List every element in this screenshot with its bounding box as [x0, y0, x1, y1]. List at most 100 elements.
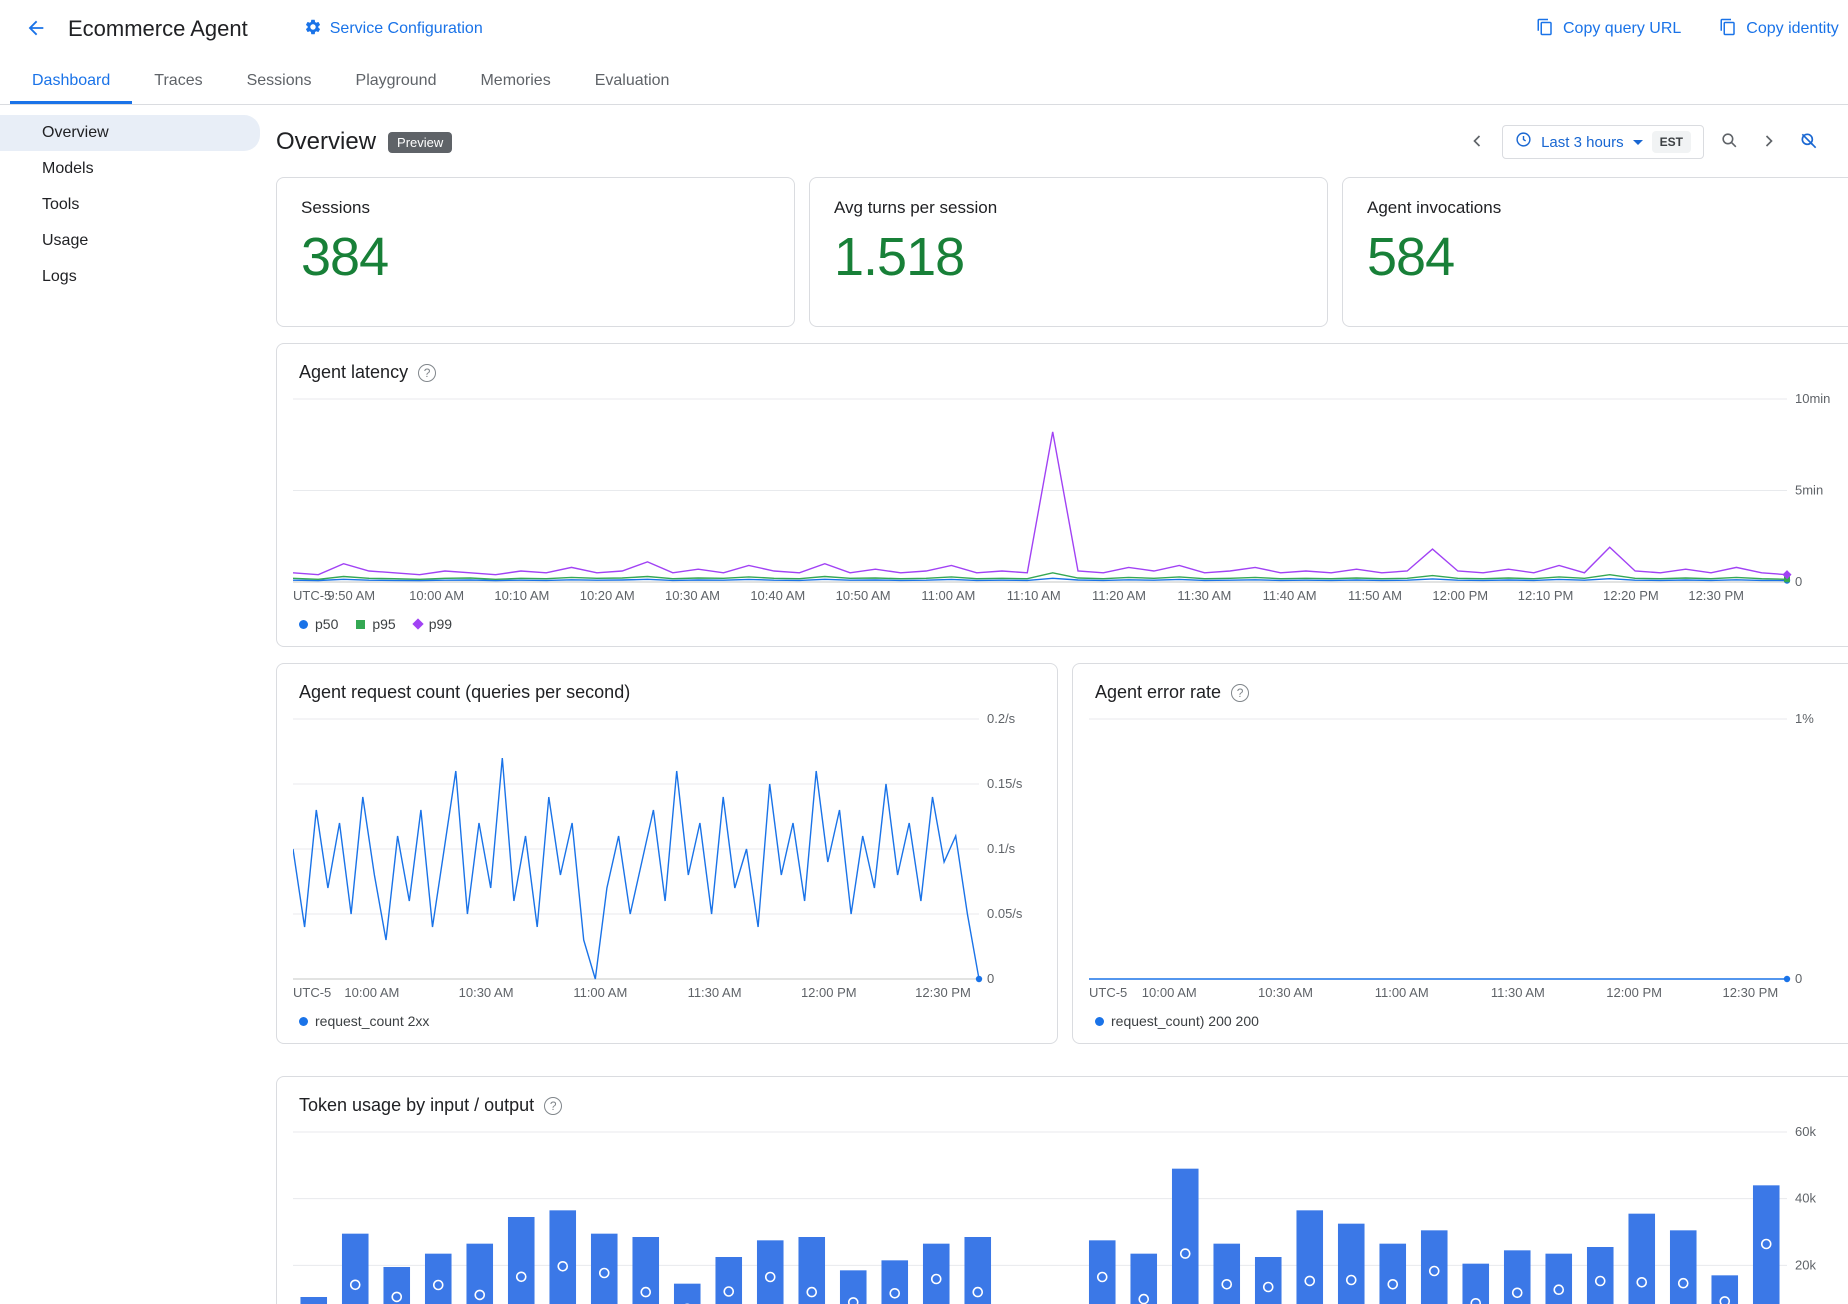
legend-square-swatch	[356, 619, 366, 629]
error-rate-plot: 1% 0 UTC-5 10:00 AM 10:30 AM 11:00 AM 11:30 AM…	[1089, 713, 1848, 1005]
legend-item[interactable]: request_count 2xx	[299, 1013, 429, 1029]
time-range-selector[interactable]: Last 3 hours EST	[1502, 125, 1704, 159]
svg-text:20k: 20k	[1795, 1257, 1816, 1272]
svg-text:0.15/s: 0.15/s	[987, 776, 1023, 791]
chevron-down-icon	[1632, 139, 1643, 145]
copy-query-url-button[interactable]: Copy query URL	[1536, 18, 1681, 41]
svg-text:11:30 AM: 11:30 AM	[688, 985, 742, 1000]
sidebar-item-models[interactable]: Models	[0, 151, 260, 187]
tab-bar: Dashboard Traces Sessions Playground Mem…	[0, 58, 1848, 105]
clock-icon	[1515, 131, 1532, 153]
zoom-reset-button[interactable]	[1794, 127, 1824, 157]
legend-label: p99	[428, 616, 453, 632]
tab-playground[interactable]: Playground	[334, 58, 459, 104]
svg-text:12:30 PM: 12:30 PM	[1723, 985, 1779, 1000]
sidebar-item-logs[interactable]: Logs	[0, 259, 260, 295]
legend-item[interactable]: request_count) 200 200	[1095, 1013, 1259, 1029]
svg-text:10:10 AM: 10:10 AM	[494, 588, 549, 603]
svg-text:10:00 AM: 10:00 AM	[409, 588, 464, 603]
chart-title-latency: Agent latency	[299, 362, 409, 382]
svg-text:10:30 AM: 10:30 AM	[665, 588, 720, 603]
help-icon[interactable]: ?	[544, 1096, 563, 1115]
svg-text:11:00 AM: 11:00 AM	[921, 588, 975, 603]
svg-text:1%: 1%	[1795, 713, 1814, 726]
tab-dashboard[interactable]: Dashboard	[10, 58, 133, 104]
legend-item[interactable]: p50	[299, 616, 338, 632]
svg-text:40k: 40k	[1795, 1191, 1816, 1206]
svg-text:12:30 PM: 12:30 PM	[915, 985, 971, 1000]
zoom-off-icon	[1799, 131, 1819, 154]
chart-title-error-rate: Agent error rate	[1095, 682, 1222, 702]
page-title: Overview	[276, 128, 377, 155]
copy-identity-label: Copy identity	[1746, 20, 1839, 37]
svg-text:11:10 AM: 11:10 AM	[1007, 588, 1061, 603]
svg-text:0.1/s: 0.1/s	[987, 841, 1016, 856]
agent-latency-plot: 10min 5min 0 UTC-5 9:50 AM 10:00 AM 10:10 AM 10…	[293, 393, 1848, 608]
tab-memories[interactable]: Memories	[458, 58, 572, 104]
back-button[interactable]	[18, 11, 54, 47]
service-configuration-label: Service Configuration	[329, 20, 483, 37]
svg-text:12:00 PM: 12:00 PM	[1432, 588, 1488, 603]
tab-sessions[interactable]: Sessions	[225, 58, 334, 104]
legend-circle-swatch	[1095, 1016, 1104, 1026]
help-icon[interactable]: ?	[1231, 683, 1250, 702]
svg-text:10:30 AM: 10:30 AM	[459, 985, 514, 1000]
tab-traces[interactable]: Traces	[132, 58, 224, 104]
legend-circle-swatch	[299, 619, 308, 629]
page-title-app: Ecommerce Agent	[68, 16, 248, 41]
tab-evaluation[interactable]: Evaluation	[573, 58, 692, 104]
sidebar: Overview Models Tools Usage Logs	[0, 105, 260, 295]
header-actions: Copy query URL Copy identity	[1536, 0, 1839, 58]
token-usage-chart-card: Token usage by input / output ? 60k 40k 20…	[276, 1076, 1848, 1304]
legend-diamond-swatch	[412, 618, 424, 630]
metric-card-avg-turns: Avg turns per session 1.518	[809, 177, 1328, 327]
legend-label: request_count) 200 200	[1111, 1013, 1259, 1029]
svg-text:12:10 PM: 12:10 PM	[1518, 588, 1574, 603]
app-header: Ecommerce Agent Service Configuration Co…	[0, 0, 1848, 58]
main-content: Overview Preview Last 3 hours EST	[260, 105, 1848, 1304]
zoom-in-button[interactable]	[1714, 127, 1744, 157]
metric-cards: Sessions 384 Avg turns per session 1.518…	[276, 177, 1848, 327]
legend-item[interactable]: p95	[356, 616, 396, 632]
help-icon[interactable]: ?	[418, 363, 437, 382]
metric-value: 384	[301, 227, 389, 287]
metric-label: Avg turns per session	[834, 198, 998, 217]
time-range-forward-button[interactable]	[1754, 127, 1784, 157]
chart-legend: p50 p95 p99	[293, 608, 1848, 636]
svg-text:UTC-5: UTC-5	[293, 985, 331, 1000]
svg-text:11:20 AM: 11:20 AM	[1092, 588, 1146, 603]
service-configuration-link[interactable]: Service Configuration	[304, 18, 483, 41]
svg-text:10:20 AM: 10:20 AM	[580, 588, 635, 603]
svg-text:0: 0	[987, 971, 994, 986]
copy-query-url-label: Copy query URL	[1563, 20, 1682, 37]
sidebar-item-tools[interactable]: Tools	[0, 187, 260, 223]
legend-label: request_count 2xx	[315, 1013, 430, 1029]
metric-value: 1.518	[834, 227, 965, 287]
page-head: Overview Preview Last 3 hours EST	[276, 125, 1848, 159]
sidebar-item-usage[interactable]: Usage	[0, 223, 260, 259]
timezone-badge[interactable]: EST	[1651, 131, 1691, 153]
metric-card-invocations: Agent invocations 584	[1342, 177, 1848, 327]
chevron-right-icon	[1759, 131, 1779, 154]
legend-item[interactable]: p99	[412, 616, 453, 632]
time-range-back-button[interactable]	[1462, 127, 1492, 157]
svg-text:11:50 AM: 11:50 AM	[1348, 588, 1402, 603]
time-controls: Last 3 hours EST	[1462, 125, 1824, 159]
svg-text:0: 0	[1795, 971, 1802, 986]
svg-text:10:40 AM: 10:40 AM	[750, 588, 805, 603]
sidebar-item-overview[interactable]: Overview	[0, 115, 260, 151]
svg-text:5min: 5min	[1795, 483, 1823, 498]
back-arrow-icon	[25, 17, 47, 42]
agent-latency-chart-card: Agent latency ? 10min 5min 0 UTC-5 9:50 AM 10…	[276, 343, 1848, 647]
svg-text:12:30 PM: 12:30 PM	[1688, 588, 1744, 603]
svg-text:10:50 AM: 10:50 AM	[836, 588, 891, 603]
svg-text:11:30 AM: 11:30 AM	[1491, 985, 1545, 1000]
chart-title-request-count: Agent request count (queries per second)	[299, 682, 631, 702]
svg-text:11:00 AM: 11:00 AM	[573, 985, 627, 1000]
legend-label: p50	[315, 616, 339, 632]
metric-label: Agent invocations	[1367, 198, 1502, 217]
copy-identity-button[interactable]: Copy identity	[1719, 18, 1839, 41]
svg-text:0: 0	[1795, 574, 1802, 589]
preview-badge: Preview	[388, 131, 453, 153]
